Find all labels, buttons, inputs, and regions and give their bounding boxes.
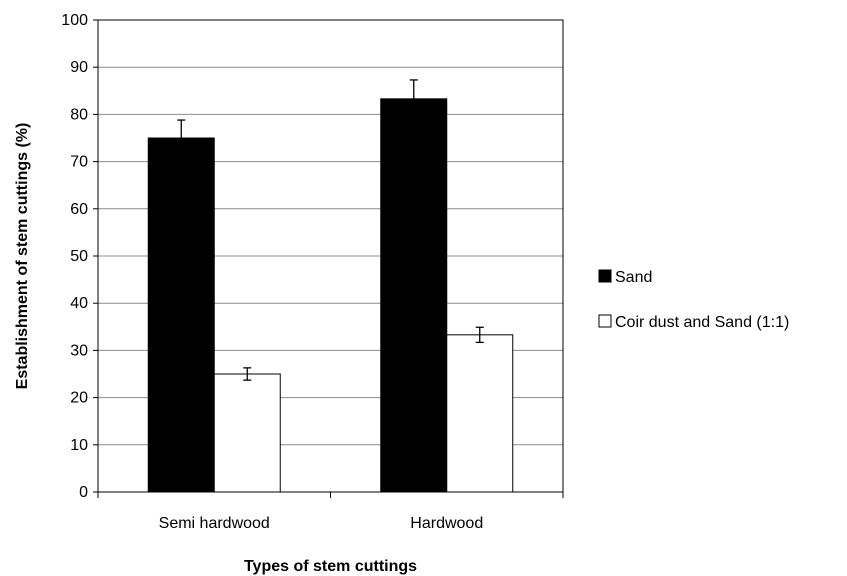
error-bars bbox=[177, 79, 484, 381]
legend-swatch-sand bbox=[598, 269, 612, 283]
y-tick-label: 60 bbox=[70, 201, 88, 218]
category-labels: Semi hardwood Hardwood bbox=[159, 515, 484, 532]
x-axis-ticks bbox=[97, 492, 564, 498]
y-tick-label: 70 bbox=[70, 154, 88, 171]
y-tick-label: 20 bbox=[70, 390, 88, 407]
y-tick-label: 40 bbox=[70, 295, 88, 312]
y-tick-label: 50 bbox=[70, 248, 88, 265]
legend-label-sand: Sand bbox=[615, 269, 652, 286]
bar-sand bbox=[147, 137, 215, 493]
y-tick-label: 100 bbox=[61, 12, 88, 29]
bars bbox=[147, 98, 514, 493]
bar-coir-dust-sand bbox=[213, 373, 281, 493]
y-axis-title: Establishment of stem cuttings (%) bbox=[14, 123, 31, 390]
category-label: Hardwood bbox=[410, 515, 483, 532]
y-tick-label: 90 bbox=[70, 59, 88, 76]
y-axis-ticks: 0 10 20 30 40 50 60 70 80 90 100 bbox=[61, 12, 98, 501]
legend: Sand Coir dust and Sand (1:1) bbox=[598, 269, 789, 331]
bar-sand bbox=[380, 98, 448, 493]
y-tick-label: 0 bbox=[79, 484, 88, 501]
legend-swatch-coir-dust-sand bbox=[598, 314, 612, 328]
y-tick-label: 10 bbox=[70, 437, 88, 454]
category-label: Semi hardwood bbox=[159, 515, 270, 532]
legend-label-coir-dust-sand: Coir dust and Sand (1:1) bbox=[615, 314, 789, 331]
y-tick-label: 30 bbox=[70, 342, 88, 359]
bar-coir-dust-sand bbox=[446, 334, 514, 493]
y-tick-label: 80 bbox=[70, 106, 88, 123]
x-axis-title: Types of stem cuttings bbox=[244, 558, 417, 575]
